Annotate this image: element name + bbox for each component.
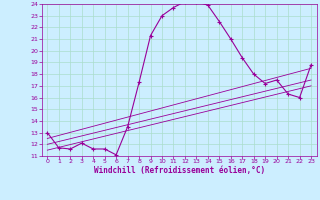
X-axis label: Windchill (Refroidissement éolien,°C): Windchill (Refroidissement éolien,°C) — [94, 166, 265, 175]
